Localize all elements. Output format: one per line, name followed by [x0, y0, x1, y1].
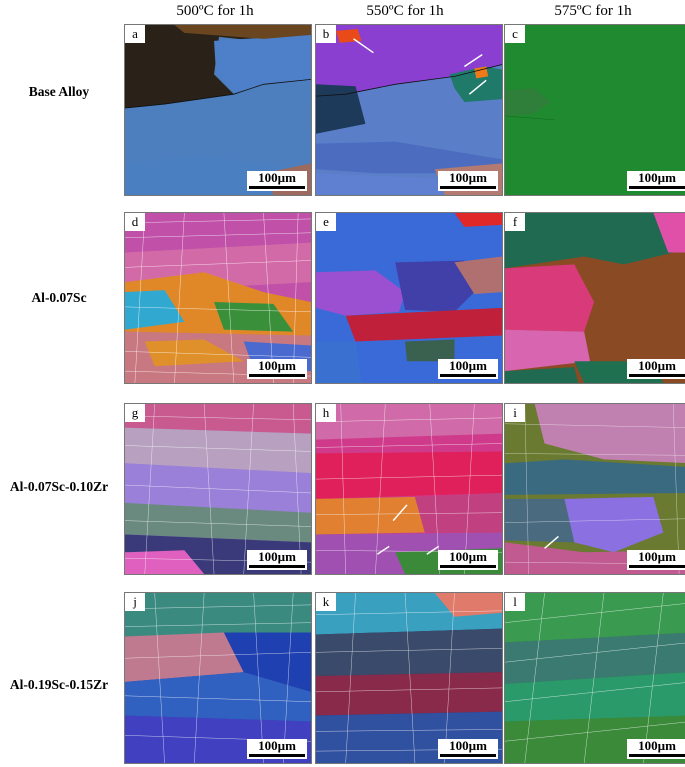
- scale-label: 100µm: [638, 549, 676, 564]
- scale-line: [440, 754, 496, 757]
- scale-label: 100µm: [258, 738, 296, 753]
- row-header-al-0.19sc-0.15zr: Al-0.19Sc-0.15Zr: [9, 677, 109, 692]
- scale-label: 100µm: [449, 170, 487, 185]
- ebsd-panel-c: c 100µm: [504, 24, 685, 196]
- scale-line: [629, 186, 685, 189]
- scale-label: 100µm: [638, 170, 676, 185]
- panel-letter-h: h: [316, 404, 336, 422]
- scale-label: 100µm: [449, 358, 487, 373]
- ebsd-panel-f: f 100µm: [504, 212, 685, 384]
- scale-bar-b: 100µm: [438, 171, 498, 191]
- panel-letter-e: e: [316, 213, 336, 231]
- scale-label: 100µm: [258, 358, 296, 373]
- ebsd-panel-a: a 100µm: [124, 24, 312, 196]
- ebsd-panel-e: e 100µm: [315, 212, 503, 384]
- scale-line: [249, 374, 305, 377]
- scale-label: 100µm: [638, 358, 676, 373]
- scale-bar-g: 100µm: [247, 550, 307, 570]
- scale-line: [440, 565, 496, 568]
- grain-map-k: [316, 593, 502, 763]
- scale-bar-h: 100µm: [438, 550, 498, 570]
- ebsd-panel-j: j 100µm: [124, 592, 312, 764]
- grain-map-d: [125, 213, 311, 383]
- grain-map-c: [505, 25, 685, 195]
- row-header-al-0.07sc: Al-0.07Sc: [31, 290, 87, 305]
- column-header-550: 550ºC for 1h: [366, 3, 444, 19]
- scale-line: [629, 374, 685, 377]
- scale-bar-l: 100µm: [627, 739, 685, 759]
- panel-letter-j: j: [125, 593, 145, 611]
- scale-bar-d: 100µm: [247, 359, 307, 379]
- ebsd-panel-b: b 100µm: [315, 24, 503, 196]
- scale-label: 100µm: [258, 170, 296, 185]
- scale-bar-i: 100µm: [627, 550, 685, 570]
- panel-letter-b: b: [316, 25, 336, 43]
- scale-bar-a: 100µm: [247, 171, 307, 191]
- grain-map-f: [505, 213, 685, 383]
- panel-letter-a: a: [125, 25, 145, 43]
- scale-bar-j: 100µm: [247, 739, 307, 759]
- ebsd-panel-h: h 100µm: [315, 403, 503, 575]
- ebsd-panel-g: g 100µm: [124, 403, 312, 575]
- column-header-575: 575ºC for 1h: [554, 3, 632, 19]
- ebsd-panel-k: k 100µm: [315, 592, 503, 764]
- scale-bar-k: 100µm: [438, 739, 498, 759]
- scale-label: 100µm: [449, 549, 487, 564]
- scale-label: 100µm: [638, 738, 676, 753]
- grain-map-a: [125, 25, 311, 195]
- panel-letter-g: g: [125, 404, 145, 422]
- ebsd-panel-l: l 100µm: [504, 592, 685, 764]
- panel-letter-l: l: [505, 593, 525, 611]
- scale-line: [249, 565, 305, 568]
- scale-bar-f: 100µm: [627, 359, 685, 379]
- scale-line: [629, 565, 685, 568]
- scale-line: [249, 754, 305, 757]
- grain-map-g: [125, 404, 311, 574]
- scale-bar-e: 100µm: [438, 359, 498, 379]
- column-header-500: 500ºC for 1h: [176, 3, 254, 19]
- scale-line: [249, 186, 305, 189]
- scale-bar-c: 100µm: [627, 171, 685, 191]
- row-header-al-0.07sc-0.10zr: Al-0.07Sc-0.10Zr: [9, 479, 109, 494]
- scale-line: [440, 374, 496, 377]
- panel-letter-k: k: [316, 593, 336, 611]
- grain-map-e: [316, 213, 502, 383]
- panel-letter-c: c: [505, 25, 525, 43]
- panel-letter-f: f: [505, 213, 525, 231]
- scale-label: 100µm: [449, 738, 487, 753]
- panel-letter-i: i: [505, 404, 525, 422]
- scale-line: [629, 754, 685, 757]
- ebsd-panel-d: d 100µm: [124, 212, 312, 384]
- scale-label: 100µm: [258, 549, 296, 564]
- scale-line: [440, 186, 496, 189]
- ebsd-panel-i: i 100µm: [504, 403, 685, 575]
- row-header-base-alloy: Base Alloy: [28, 84, 90, 99]
- panel-letter-d: d: [125, 213, 145, 231]
